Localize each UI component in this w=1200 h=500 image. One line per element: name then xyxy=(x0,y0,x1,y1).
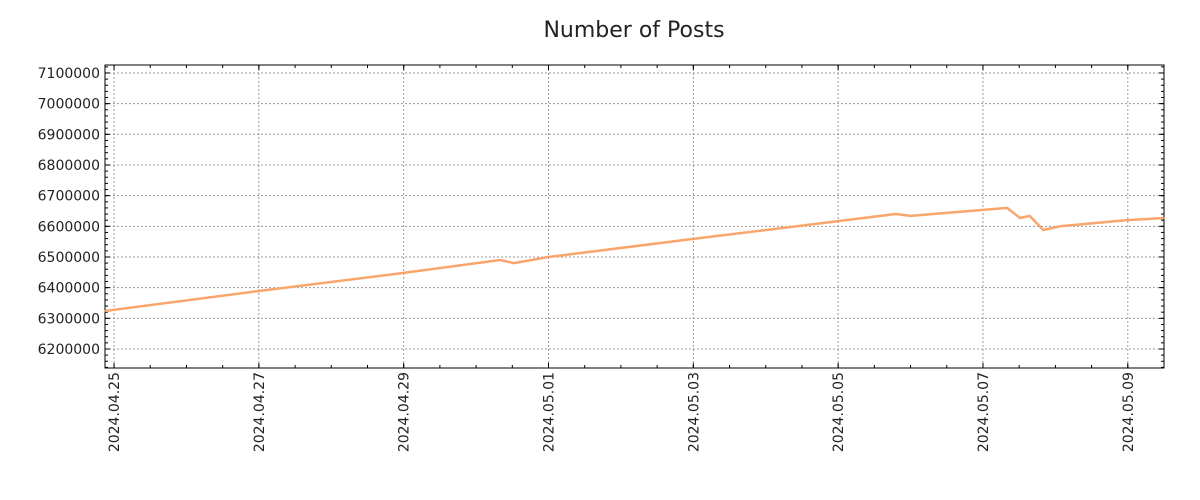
y-tick-label: 6900000 xyxy=(38,127,100,143)
data-point xyxy=(513,262,515,264)
chart-title: Number of Posts xyxy=(543,18,724,43)
data-point xyxy=(979,209,981,211)
data-point xyxy=(258,290,260,292)
y-tick-label: 6300000 xyxy=(38,311,100,327)
data-point xyxy=(499,259,502,261)
grid xyxy=(105,65,1164,368)
data-point xyxy=(402,272,405,274)
x-tick-label: 2024.04.27 xyxy=(252,372,268,452)
y-tick-label: 6400000 xyxy=(38,281,100,297)
data-point xyxy=(547,256,550,258)
x-tick-label: 2024.05.09 xyxy=(1121,372,1137,452)
y-tick-label: 6200000 xyxy=(38,342,100,358)
data-point xyxy=(909,215,912,217)
y-tick-label: 6800000 xyxy=(38,158,100,174)
x-tick-label: 2024.05.07 xyxy=(976,372,992,452)
x-tick-label: 2024.04.25 xyxy=(107,372,123,452)
x-tick-label: 2024.04.29 xyxy=(397,372,413,452)
data-point xyxy=(1163,217,1165,219)
series-line-number-of-posts xyxy=(104,206,1165,313)
data-point xyxy=(837,220,839,222)
y-tick-label: 6600000 xyxy=(38,219,100,235)
data-point xyxy=(1042,229,1045,231)
x-tick-label: 2024.05.01 xyxy=(542,372,558,452)
y-tick-label: 7100000 xyxy=(38,66,100,82)
y-tick-label: 6700000 xyxy=(38,189,100,205)
data-point xyxy=(104,310,106,312)
ticks: 6200000 6300000 6400000 6500000 6600000 67000… xyxy=(38,65,1165,452)
plot-frame xyxy=(104,64,1165,369)
data-point xyxy=(1124,219,1127,221)
data-point xyxy=(1059,225,1061,228)
data-point xyxy=(894,213,897,215)
y-tick-label: 7000000 xyxy=(38,97,100,113)
data-point xyxy=(692,238,695,240)
y-tick-label: 6500000 xyxy=(38,250,100,266)
data-point xyxy=(1028,215,1031,217)
data-point xyxy=(1019,217,1021,219)
x-tick-label: 2024.05.05 xyxy=(831,372,847,452)
data-point xyxy=(1006,207,1008,209)
x-tick-label: 2024.05.03 xyxy=(686,372,702,452)
